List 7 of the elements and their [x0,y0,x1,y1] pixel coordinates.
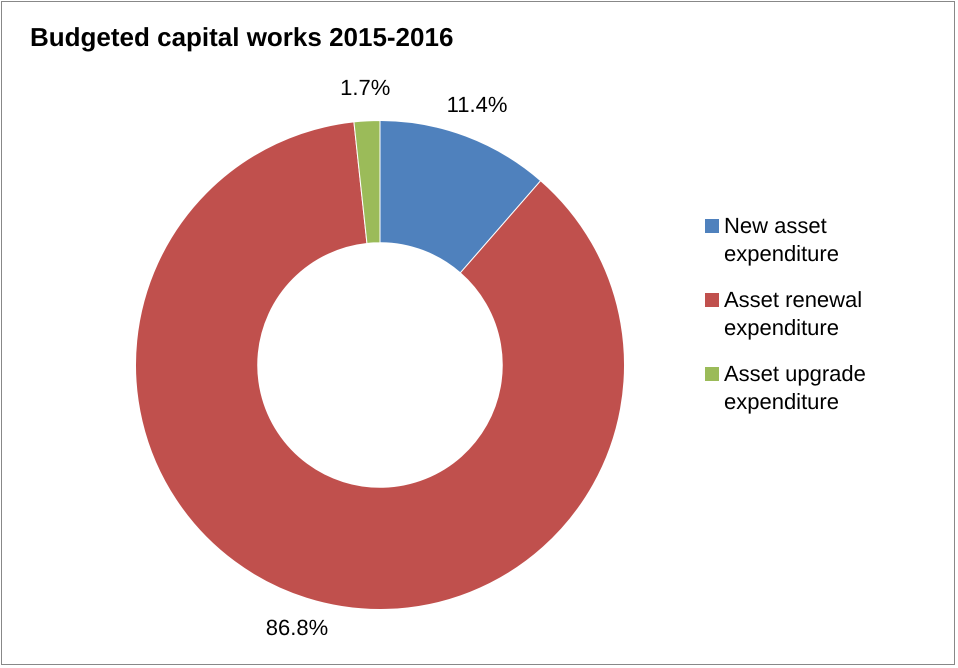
legend-label: Asset renewal expenditure [724,286,864,342]
legend-label: New asset expenditure [724,212,840,268]
data-label: 86.8% [266,614,328,640]
data-label: 11.4% [446,92,508,118]
data-label: 1.7% [340,74,390,100]
chart-title: Budgeted capital works 2015-2016 [30,22,454,53]
legend-label: Asset upgrade expenditure [724,360,867,416]
